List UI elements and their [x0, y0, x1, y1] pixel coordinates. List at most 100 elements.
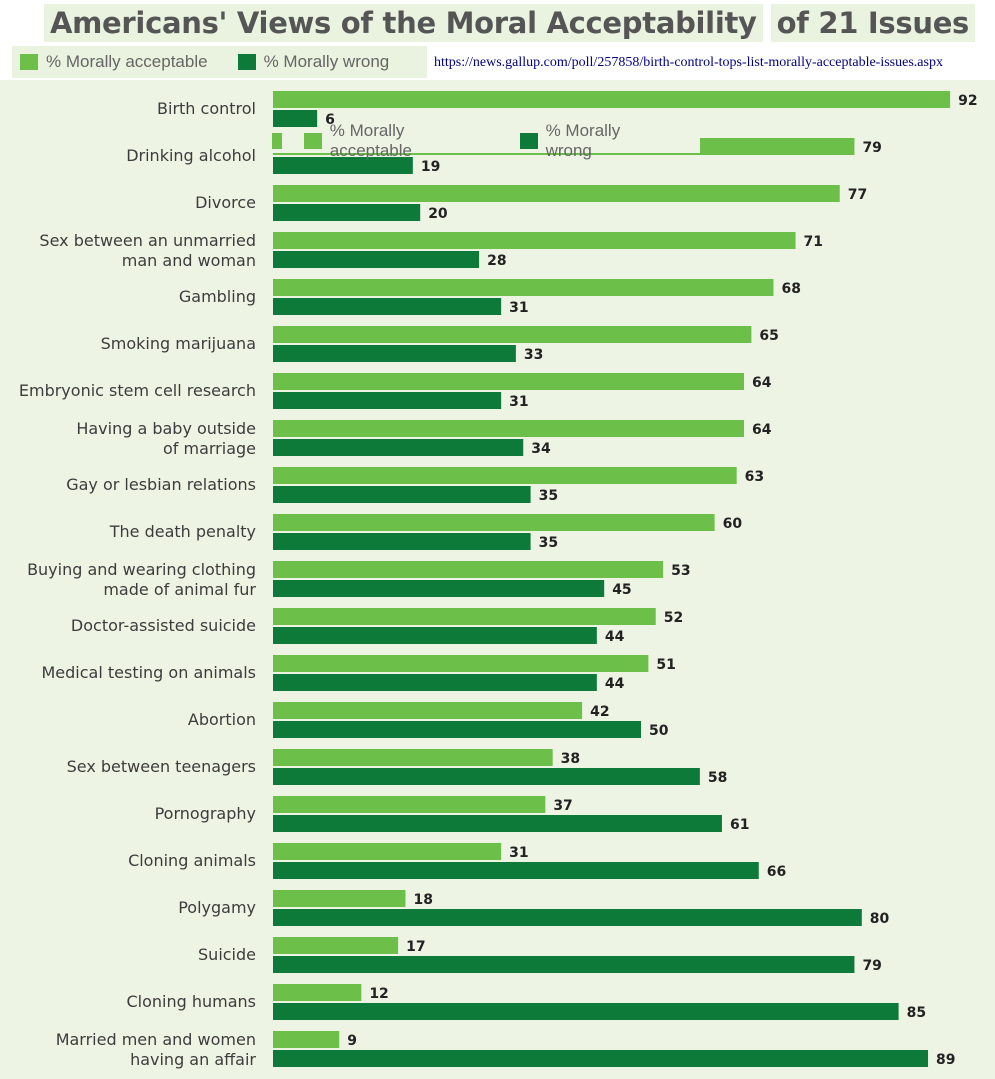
overlay-legend-stub	[272, 133, 282, 149]
value-label-wrong: 44	[605, 676, 625, 692]
bar-wrong	[273, 392, 502, 409]
bar-acceptable	[273, 326, 752, 343]
bar-acceptable	[273, 702, 583, 719]
bar-acceptable	[273, 561, 664, 578]
category-label: of marriage	[163, 439, 256, 458]
category-label: The death penalty	[109, 522, 256, 541]
category-label: Cloning animals	[128, 851, 256, 870]
value-label-wrong: 79	[862, 958, 881, 974]
value-label-wrong: 58	[708, 770, 727, 786]
value-label-acceptable: 12	[369, 986, 388, 1002]
category-label: Gay or lesbian relations	[66, 475, 256, 494]
category-label: Gambling	[179, 287, 256, 306]
category-label: Doctor-assisted suicide	[71, 616, 256, 635]
value-label-wrong: 6	[325, 112, 335, 128]
bar-wrong	[273, 815, 722, 832]
bar-acceptable	[273, 749, 553, 766]
category-label: Embryonic stem cell research	[19, 381, 256, 400]
value-label-acceptable: 65	[759, 328, 778, 344]
bar-wrong	[273, 956, 855, 973]
bar-acceptable	[273, 843, 502, 860]
value-label-acceptable: 42	[590, 704, 609, 720]
category-label: Medical testing on animals	[41, 663, 256, 682]
value-label-wrong: 20	[428, 206, 448, 222]
value-label-wrong: 19	[421, 159, 440, 175]
value-label-acceptable: 68	[781, 281, 800, 297]
bar-wrong	[273, 580, 605, 597]
overlay-legend: % Morally acceptable % Morally wrong	[272, 121, 700, 160]
category-label: made of animal fur	[103, 580, 256, 599]
legend-label-acceptable: % Morally acceptable	[46, 52, 208, 71]
chart-title-part2: of 21 Issues	[770, 4, 976, 42]
value-label-wrong: 85	[907, 1005, 926, 1021]
value-label-acceptable: 79	[862, 140, 881, 156]
bar-acceptable	[273, 890, 406, 907]
bar-wrong	[273, 862, 759, 879]
value-label-acceptable: 51	[656, 657, 675, 673]
bar-wrong	[273, 298, 502, 315]
bar-wrong	[273, 110, 318, 127]
bar-wrong	[273, 909, 862, 926]
category-label: Cloning humans	[126, 992, 256, 1011]
bar-acceptable	[273, 608, 656, 625]
chart-title: Americans' Views of the Moral Acceptabil…	[44, 4, 976, 42]
overlay-swatch-acceptable	[303, 133, 322, 149]
value-label-acceptable: 38	[561, 751, 580, 767]
bar-wrong	[273, 533, 531, 550]
bar-wrong	[273, 721, 641, 738]
value-label-acceptable: 17	[406, 939, 425, 955]
value-label-acceptable: 92	[958, 93, 977, 109]
category-label: Sex between an unmarried	[39, 231, 256, 250]
value-label-wrong: 50	[649, 723, 669, 739]
legend-item-acceptable: % Morally acceptable	[20, 52, 208, 72]
legend: % Morally acceptable % Morally wrong	[12, 46, 428, 78]
legend-label-wrong: % Morally wrong	[263, 52, 390, 71]
category-label: man and woman	[122, 251, 256, 270]
bar-wrong	[273, 674, 597, 691]
bar-acceptable	[273, 796, 546, 813]
value-label-wrong: 66	[767, 864, 786, 880]
source-link[interactable]: https://news.gallup.com/poll/257858/birt…	[434, 55, 943, 70]
bar-acceptable	[273, 185, 840, 202]
bar-acceptable	[273, 984, 362, 1001]
overlay-legend-item-acceptable: % Morally acceptable	[303, 121, 490, 161]
bar-wrong	[273, 1003, 899, 1020]
bar-wrong	[273, 439, 524, 456]
value-label-acceptable: 77	[848, 187, 867, 203]
legend-item-wrong: % Morally wrong	[237, 52, 390, 72]
overlay-label-wrong: % Morally wrong	[545, 121, 621, 160]
category-label: Pornography	[155, 804, 256, 823]
value-label-acceptable: 71	[804, 234, 823, 250]
bar-acceptable	[273, 655, 649, 672]
value-label-acceptable: 31	[509, 845, 528, 861]
bar-acceptable	[273, 91, 951, 108]
value-label-acceptable: 53	[671, 563, 690, 579]
value-label-acceptable: 52	[664, 610, 683, 626]
category-label: Abortion	[188, 710, 256, 729]
chart-title-part1: Americans' Views of the Moral Acceptabil…	[44, 4, 763, 42]
bar-wrong	[273, 251, 480, 268]
value-label-wrong: 89	[936, 1052, 955, 1068]
bar-wrong	[273, 345, 516, 362]
value-label-acceptable: 37	[553, 798, 572, 814]
category-label: Having a baby outside	[76, 419, 256, 438]
bar-acceptable	[273, 937, 399, 954]
value-label-wrong: 61	[730, 817, 749, 833]
category-label: Buying and wearing clothing	[27, 560, 256, 579]
overlay-swatch-wrong	[519, 133, 538, 149]
bar-acceptable	[273, 373, 745, 390]
value-label-wrong: 33	[524, 347, 543, 363]
bar-wrong	[273, 486, 531, 503]
bar-acceptable	[273, 514, 715, 531]
value-label-acceptable: 60	[723, 516, 743, 532]
value-label-wrong: 28	[487, 253, 506, 269]
category-label: Married men and women	[56, 1030, 256, 1049]
value-label-acceptable: 9	[347, 1033, 357, 1049]
bar-wrong	[273, 627, 597, 644]
value-label-wrong: 31	[509, 300, 528, 316]
overlay-legend-item-wrong: % Morally wrong	[519, 121, 670, 161]
category-label: Polygamy	[178, 898, 256, 917]
value-label-acceptable: 18	[413, 892, 432, 908]
value-label-wrong: 35	[539, 488, 558, 504]
